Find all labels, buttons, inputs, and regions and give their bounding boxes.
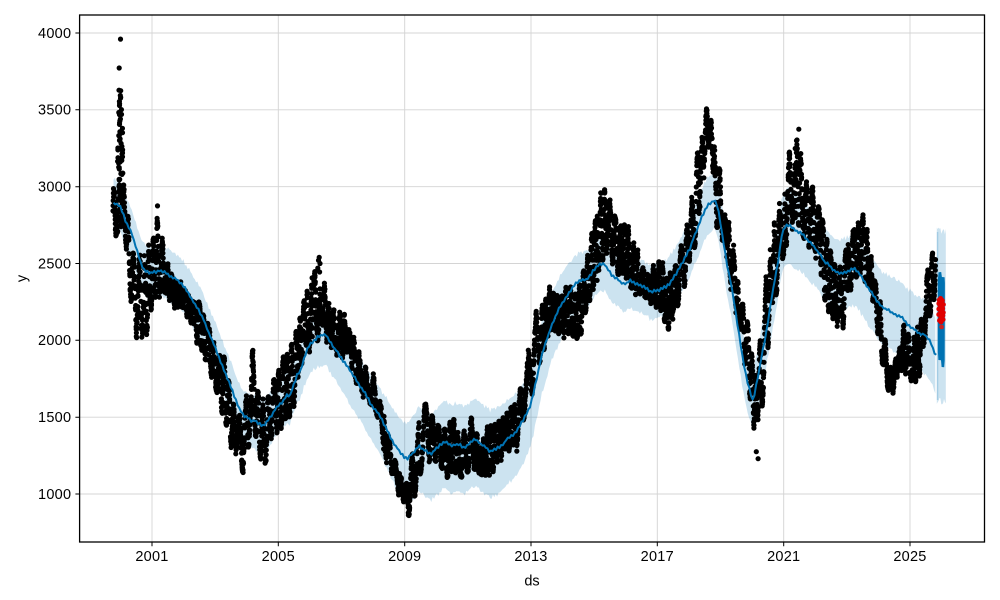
svg-text:2025: 2025 bbox=[893, 549, 926, 565]
svg-text:4000: 4000 bbox=[38, 26, 71, 42]
svg-text:2017: 2017 bbox=[641, 549, 674, 565]
svg-text:2500: 2500 bbox=[38, 256, 71, 272]
svg-text:2005: 2005 bbox=[262, 549, 295, 565]
svg-text:2009: 2009 bbox=[388, 549, 421, 565]
svg-text:y: y bbox=[15, 274, 31, 282]
svg-text:3500: 3500 bbox=[38, 103, 71, 119]
svg-text:1000: 1000 bbox=[38, 487, 71, 503]
svg-text:2021: 2021 bbox=[767, 549, 800, 565]
svg-text:2013: 2013 bbox=[514, 549, 547, 565]
svg-text:1500: 1500 bbox=[38, 410, 71, 426]
svg-text:2000: 2000 bbox=[38, 333, 71, 349]
svg-text:ds: ds bbox=[524, 574, 539, 590]
svg-text:3000: 3000 bbox=[38, 180, 71, 196]
svg-text:2001: 2001 bbox=[135, 549, 168, 565]
